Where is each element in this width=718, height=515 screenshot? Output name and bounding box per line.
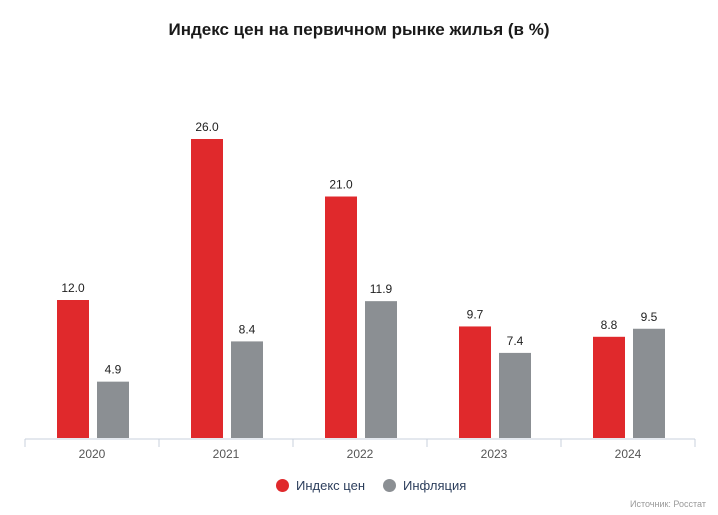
legend-item-inflation: Инфляция	[383, 478, 466, 493]
legend-item-price-index: Индекс цен	[276, 478, 365, 493]
bar	[191, 139, 223, 438]
legend-swatch-red	[276, 479, 289, 492]
chart-title: Индекс цен на первичном рынке жилья (в %…	[168, 20, 550, 39]
source-note: Источник: Росстат	[630, 499, 706, 509]
legend-label: Индекс цен	[296, 478, 365, 493]
legend-swatch-gray	[383, 479, 396, 492]
bar	[57, 300, 89, 438]
bar	[593, 336, 625, 438]
bar	[97, 381, 129, 438]
bar	[365, 301, 397, 438]
data-label: 8.8	[601, 318, 618, 332]
bar	[325, 196, 357, 438]
x-tick-label: 2024	[615, 447, 642, 461]
data-label: 12.0	[61, 281, 85, 295]
bar	[499, 352, 531, 438]
data-label: 7.4	[507, 334, 524, 348]
x-tick-label: 2020	[79, 447, 106, 461]
plot-area: 12.0 4.9 2020 26.0 8.4 2021 21.0 11.9 2022 9.7 7.4…	[24, 120, 696, 461]
x-tick-label: 2023	[481, 447, 508, 461]
x-tick-label: 2022	[347, 447, 374, 461]
bar	[231, 341, 263, 438]
data-label: 8.4	[239, 322, 256, 336]
bar	[459, 326, 491, 438]
data-label: 21.0	[329, 178, 353, 192]
data-label: 26.0	[195, 120, 219, 134]
legend-label: Инфляция	[403, 478, 467, 493]
data-label: 11.9	[370, 282, 393, 296]
bar	[633, 328, 665, 438]
x-tick-label: 2021	[213, 447, 240, 461]
data-label: 9.7	[467, 307, 484, 321]
data-label: 9.5	[641, 310, 658, 324]
data-label: 4.9	[105, 363, 122, 377]
